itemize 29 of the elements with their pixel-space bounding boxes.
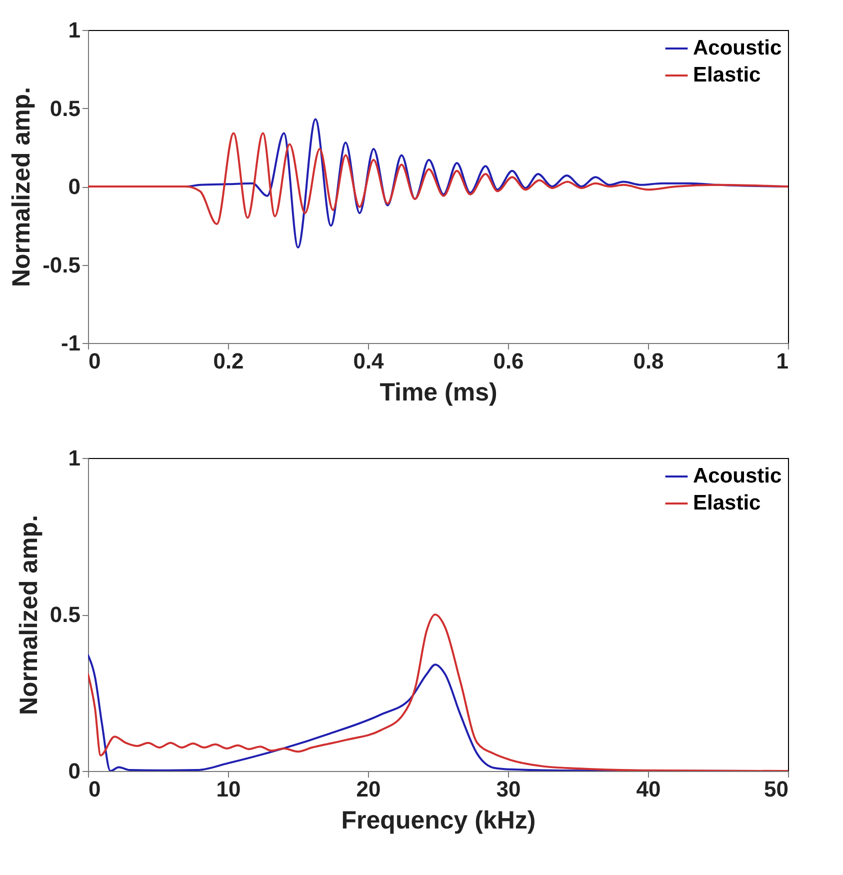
y-axis-title: Normalized amp. — [8, 86, 36, 288]
x-tick-label: 0.6 — [493, 348, 524, 374]
y-tick-label: 1 — [68, 18, 80, 42]
y-tick-label: -0.5 — [42, 252, 80, 278]
x-tick-label: 0.4 — [353, 348, 385, 374]
legend-label: Elastic — [693, 64, 762, 86]
x-tick-label: 10 — [216, 776, 241, 802]
x-tick-label: 30 — [496, 776, 521, 802]
legend-label: Acoustic — [693, 36, 782, 60]
y-axis-title: Normalized amp. — [14, 514, 43, 716]
legend-label: Acoustic — [693, 464, 782, 488]
x-tick-label: 0 — [88, 776, 101, 802]
line-series — [88, 132, 788, 226]
x-axis-title: Time (ms) — [380, 378, 498, 406]
y-tick-label: 0 — [68, 758, 80, 784]
x-tick-label: 1 — [776, 348, 788, 374]
x-tick-label: 0.8 — [633, 348, 664, 374]
x-tick-label: 40 — [636, 776, 661, 802]
x-tick-label: 0 — [88, 348, 101, 374]
legend-label: Elastic — [693, 492, 762, 514]
y-tick-label: 1 — [68, 446, 80, 470]
y-tick-label: 0 — [68, 174, 80, 199]
y-tick-label: 0.5 — [50, 602, 80, 627]
y-tick-label: -1 — [60, 330, 80, 356]
x-tick-label: 20 — [356, 776, 381, 802]
x-tick-label: 50 — [764, 776, 788, 802]
x-tick-label: 0.2 — [213, 348, 244, 374]
x-axis-title: Frequency (kHz) — [341, 806, 536, 834]
y-tick-label: 0.5 — [50, 96, 80, 121]
